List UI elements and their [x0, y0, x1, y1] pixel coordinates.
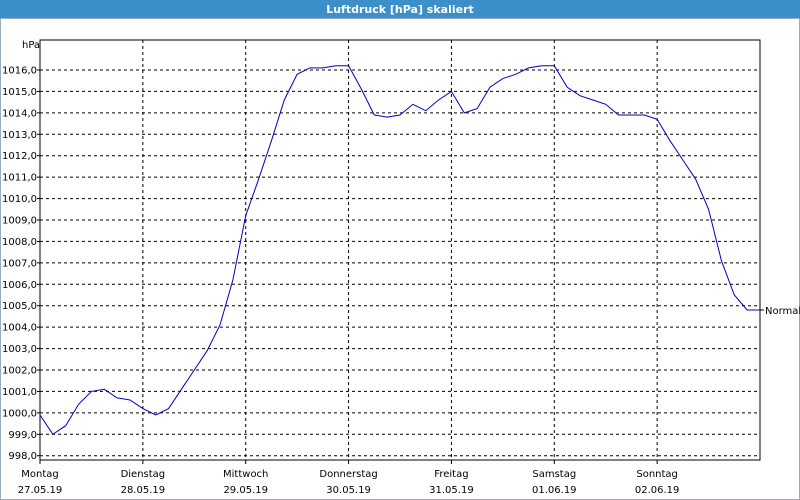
y-tick-label: 1003,0	[2, 344, 37, 355]
x-tick-day: Mittwoch	[223, 469, 268, 480]
y-tick-label: 1016,0	[2, 66, 37, 77]
plot-area	[39, 39, 761, 461]
y-tick-label: 1000,0	[2, 408, 37, 419]
y-axis-label: hPa	[22, 40, 40, 51]
y-tick-label: 1002,0	[2, 366, 37, 377]
x-tick-date: 02.06.19	[635, 485, 680, 496]
line	[39, 65, 760, 435]
series-label: Normal	[765, 306, 800, 317]
x-tick-day: Montag	[21, 469, 58, 480]
x-tick-day: Dienstag	[121, 469, 166, 480]
x-tick-date: 28.05.19	[121, 485, 166, 496]
x-tick-date: 30.05.19	[326, 485, 371, 496]
y-tick-label: 999,0	[8, 430, 37, 441]
y-tick-label: 1009,0	[2, 216, 37, 227]
title-bar	[0, 0, 800, 18]
x-tick-date: 27.05.19	[18, 485, 63, 496]
chart-title: Luftdruck [hPa] skaliert	[326, 3, 474, 16]
y-tick-label: 1001,0	[2, 387, 37, 398]
y-tick-label: 1015,0	[2, 87, 37, 98]
x-tick-day: Freitag	[434, 469, 468, 480]
x-tick-day: Donnerstag	[319, 469, 377, 480]
y-tick-label: 998,0	[8, 451, 37, 462]
x-tick-date: 31.05.19	[429, 485, 474, 496]
y-tick-label: 1004,0	[2, 323, 37, 334]
x-tick-day: Sonntag	[636, 469, 678, 480]
x-tick-date: 29.05.19	[223, 485, 268, 496]
y-tick-label: 1005,0	[2, 301, 37, 312]
y-tick-label: 1012,0	[2, 151, 37, 162]
y-tick-label: 1013,0	[2, 130, 37, 141]
y-tick-label: 1006,0	[2, 280, 37, 291]
y-tick-label: 1011,0	[2, 173, 37, 184]
y-tick-label: 1007,0	[2, 258, 37, 269]
y-tick-label: 1014,0	[2, 108, 37, 119]
y-tick-label: 1008,0	[2, 237, 37, 248]
x-tick-day: Samstag	[532, 469, 576, 480]
x-tick-date: 01.06.19	[532, 485, 577, 496]
y-tick-label: 1010,0	[2, 194, 37, 205]
